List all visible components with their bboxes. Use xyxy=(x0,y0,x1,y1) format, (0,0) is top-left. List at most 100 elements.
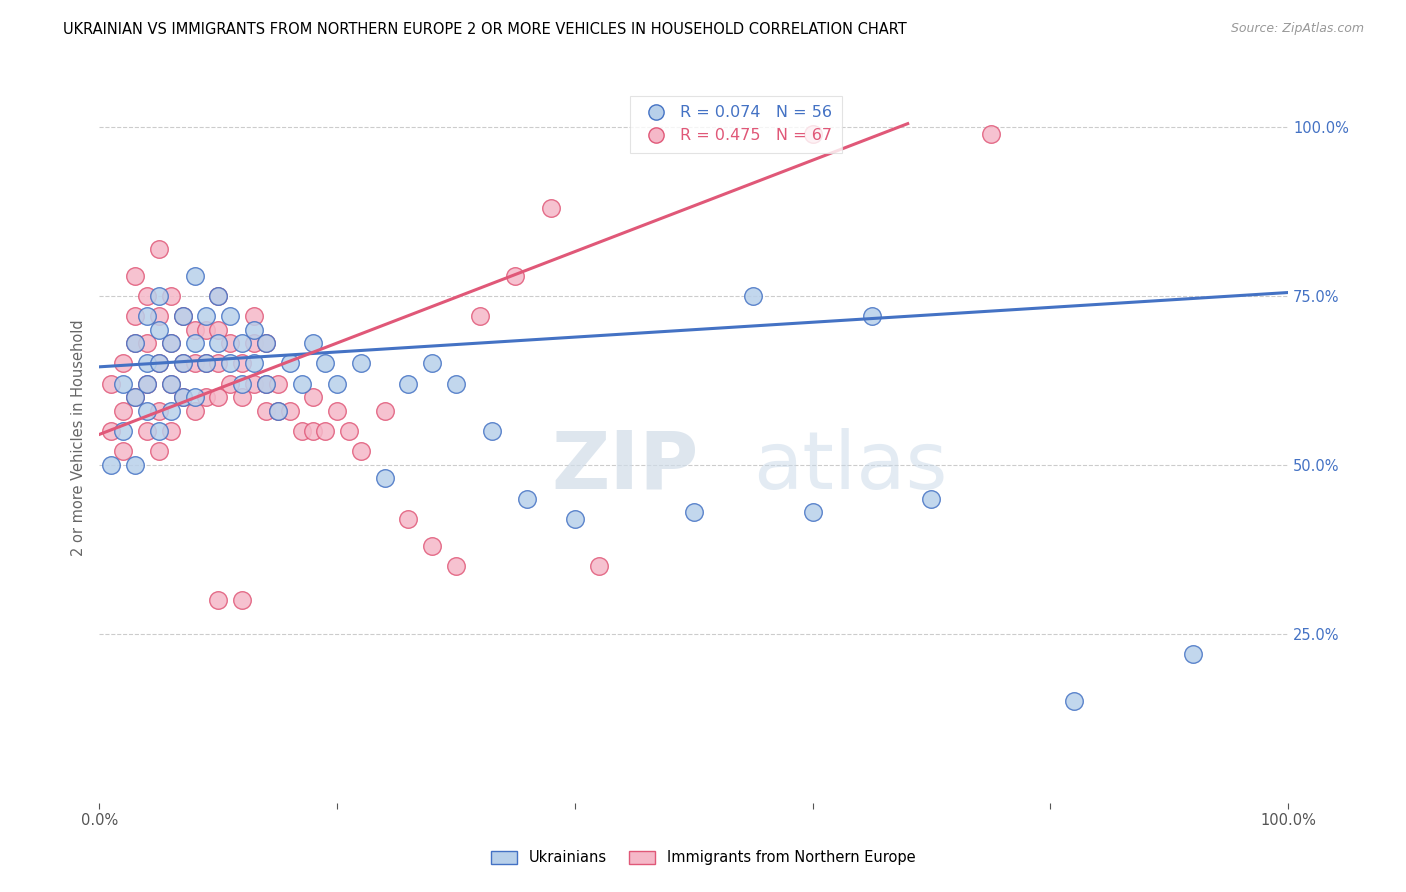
Point xyxy=(302,336,325,351)
Point xyxy=(172,356,194,370)
Point xyxy=(172,356,194,370)
Point xyxy=(136,356,159,370)
Point xyxy=(588,559,610,574)
Point xyxy=(278,403,301,417)
Point xyxy=(112,403,135,417)
Point xyxy=(112,444,135,458)
Point xyxy=(398,376,420,391)
Point xyxy=(231,390,253,404)
Point xyxy=(516,491,538,506)
Point xyxy=(350,356,373,370)
Point xyxy=(314,424,336,438)
Point xyxy=(314,356,336,370)
Point xyxy=(254,376,277,391)
Point xyxy=(124,336,146,351)
Point xyxy=(159,376,181,391)
Point xyxy=(148,424,170,438)
Point xyxy=(124,336,146,351)
Point xyxy=(420,356,443,370)
Point xyxy=(195,390,218,404)
Point xyxy=(444,376,467,391)
Point xyxy=(112,356,135,370)
Point xyxy=(148,309,170,323)
Point xyxy=(195,356,218,370)
Point xyxy=(159,336,181,351)
Text: atlas: atlas xyxy=(754,428,948,506)
Point xyxy=(136,424,159,438)
Point xyxy=(231,593,253,607)
Point xyxy=(374,403,396,417)
Point xyxy=(183,356,205,370)
Point xyxy=(267,376,290,391)
Point xyxy=(183,323,205,337)
Point xyxy=(207,289,229,303)
Text: ZIP: ZIP xyxy=(551,428,699,506)
Point xyxy=(124,390,146,404)
Point xyxy=(243,356,266,370)
Point xyxy=(207,289,229,303)
Point xyxy=(124,309,146,323)
Point xyxy=(136,289,159,303)
Point xyxy=(159,403,181,417)
Point xyxy=(540,201,562,215)
Point xyxy=(254,336,277,351)
Text: Source: ZipAtlas.com: Source: ZipAtlas.com xyxy=(1230,22,1364,36)
Point xyxy=(136,309,159,323)
Y-axis label: 2 or more Vehicles in Household: 2 or more Vehicles in Household xyxy=(72,319,86,556)
Point xyxy=(159,289,181,303)
Point xyxy=(148,289,170,303)
Point xyxy=(136,376,159,391)
Legend: R = 0.074   N = 56, R = 0.475   N = 67: R = 0.074 N = 56, R = 0.475 N = 67 xyxy=(630,95,842,153)
Point xyxy=(207,323,229,337)
Point xyxy=(159,424,181,438)
Point xyxy=(207,336,229,351)
Point xyxy=(231,336,253,351)
Point xyxy=(159,336,181,351)
Point xyxy=(742,289,765,303)
Point xyxy=(148,356,170,370)
Point xyxy=(100,376,122,391)
Point xyxy=(112,424,135,438)
Point xyxy=(124,268,146,283)
Point xyxy=(337,424,360,438)
Point xyxy=(243,336,266,351)
Point xyxy=(124,390,146,404)
Point xyxy=(278,356,301,370)
Point xyxy=(124,458,146,472)
Point xyxy=(326,376,349,391)
Point xyxy=(1063,694,1085,708)
Point xyxy=(302,424,325,438)
Point xyxy=(136,403,159,417)
Point xyxy=(254,336,277,351)
Point xyxy=(243,309,266,323)
Point xyxy=(172,390,194,404)
Point xyxy=(350,444,373,458)
Point xyxy=(195,356,218,370)
Point xyxy=(231,356,253,370)
Point xyxy=(219,356,242,370)
Point xyxy=(243,376,266,391)
Point xyxy=(172,390,194,404)
Point xyxy=(267,403,290,417)
Point xyxy=(159,376,181,391)
Point xyxy=(136,336,159,351)
Point xyxy=(183,336,205,351)
Point xyxy=(207,390,229,404)
Point xyxy=(921,491,943,506)
Point xyxy=(219,376,242,391)
Point xyxy=(148,356,170,370)
Point xyxy=(374,471,396,485)
Point xyxy=(290,424,312,438)
Text: UKRAINIAN VS IMMIGRANTS FROM NORTHERN EUROPE 2 OR MORE VEHICLES IN HOUSEHOLD COR: UKRAINIAN VS IMMIGRANTS FROM NORTHERN EU… xyxy=(63,22,907,37)
Point xyxy=(420,539,443,553)
Point xyxy=(100,424,122,438)
Point xyxy=(207,356,229,370)
Point xyxy=(148,403,170,417)
Point xyxy=(444,559,467,574)
Point xyxy=(243,323,266,337)
Point xyxy=(980,127,1002,141)
Point xyxy=(100,458,122,472)
Point xyxy=(219,336,242,351)
Point xyxy=(112,376,135,391)
Point xyxy=(195,309,218,323)
